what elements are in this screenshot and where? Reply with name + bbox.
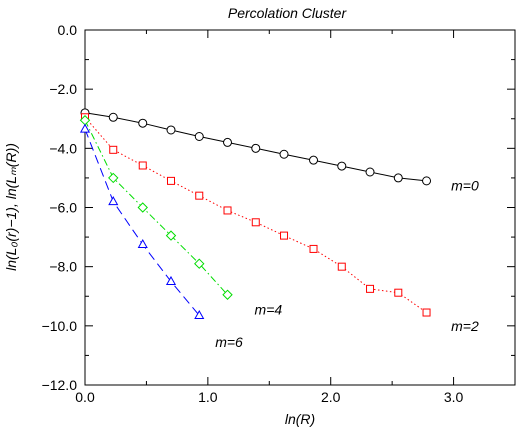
y-tick-label: −6.0 xyxy=(49,200,77,216)
data-point xyxy=(109,145,118,154)
data-point xyxy=(108,172,119,184)
data-point xyxy=(309,244,318,253)
data-point xyxy=(393,173,403,183)
data-point xyxy=(366,284,375,293)
data-point xyxy=(167,176,175,185)
x-tick-label: 2.0 xyxy=(321,389,341,405)
y-tick-label: −2.0 xyxy=(49,81,77,97)
data-point xyxy=(251,218,260,227)
data-point xyxy=(222,289,233,300)
data-point xyxy=(165,230,177,241)
series-label: m=4 xyxy=(255,302,283,318)
data-point xyxy=(108,112,118,122)
data-point xyxy=(137,238,148,248)
data-point xyxy=(194,132,204,141)
data-point xyxy=(223,137,233,147)
data-point xyxy=(422,308,431,317)
data-point xyxy=(138,118,148,128)
series-label: m=6 xyxy=(215,334,243,350)
y-tick-label: −4.0 xyxy=(49,140,77,156)
y-tick-label: −10.0 xyxy=(42,318,78,334)
data-point xyxy=(194,258,205,269)
axis-ticks: 0.0 1.0 2.0 3.0 0.0 −2.0 −4.0 −6.0 −8.0 −10.0 −12.… xyxy=(42,22,515,405)
data-point xyxy=(279,149,289,159)
data-point xyxy=(166,125,176,135)
series-line xyxy=(84,128,200,316)
y-tick-label: −8.0 xyxy=(49,259,77,275)
data-point xyxy=(108,196,119,206)
series-label: m=2 xyxy=(451,318,479,334)
x-tick-label: 0.0 xyxy=(75,389,95,405)
series-m-0: m=0 xyxy=(80,108,479,193)
data-point xyxy=(195,191,204,200)
data-point xyxy=(280,231,289,240)
y-axis-title: ln(L₀(r)−1), ln(Lₘ(R)) xyxy=(3,143,19,271)
series-m-4: m=4 xyxy=(79,115,283,318)
data-point xyxy=(251,143,261,153)
series-label: m=0 xyxy=(451,177,479,193)
data-point xyxy=(394,288,403,297)
data-point xyxy=(337,262,346,271)
data-point xyxy=(138,161,147,170)
data-point xyxy=(422,176,432,186)
x-axis-title: ln(R) xyxy=(285,411,315,427)
chart-title: Percolation Cluster xyxy=(228,5,348,21)
data-point xyxy=(337,161,347,171)
y-tick-label: 0.0 xyxy=(58,22,78,38)
data-point xyxy=(309,155,319,165)
data-point xyxy=(223,206,232,215)
series-layer: m=0 m=2 m=4 m=6 xyxy=(79,108,479,350)
y-tick-label: −12.0 xyxy=(42,377,78,393)
x-tick-label: 3.0 xyxy=(444,389,464,405)
series-line xyxy=(84,119,228,296)
data-point xyxy=(79,123,91,133)
series-m-6: m=6 xyxy=(79,123,243,350)
data-point xyxy=(165,275,177,285)
data-point xyxy=(194,309,205,319)
data-point xyxy=(365,167,375,177)
data-point xyxy=(137,202,148,213)
x-tick-label: 1.0 xyxy=(198,389,218,405)
